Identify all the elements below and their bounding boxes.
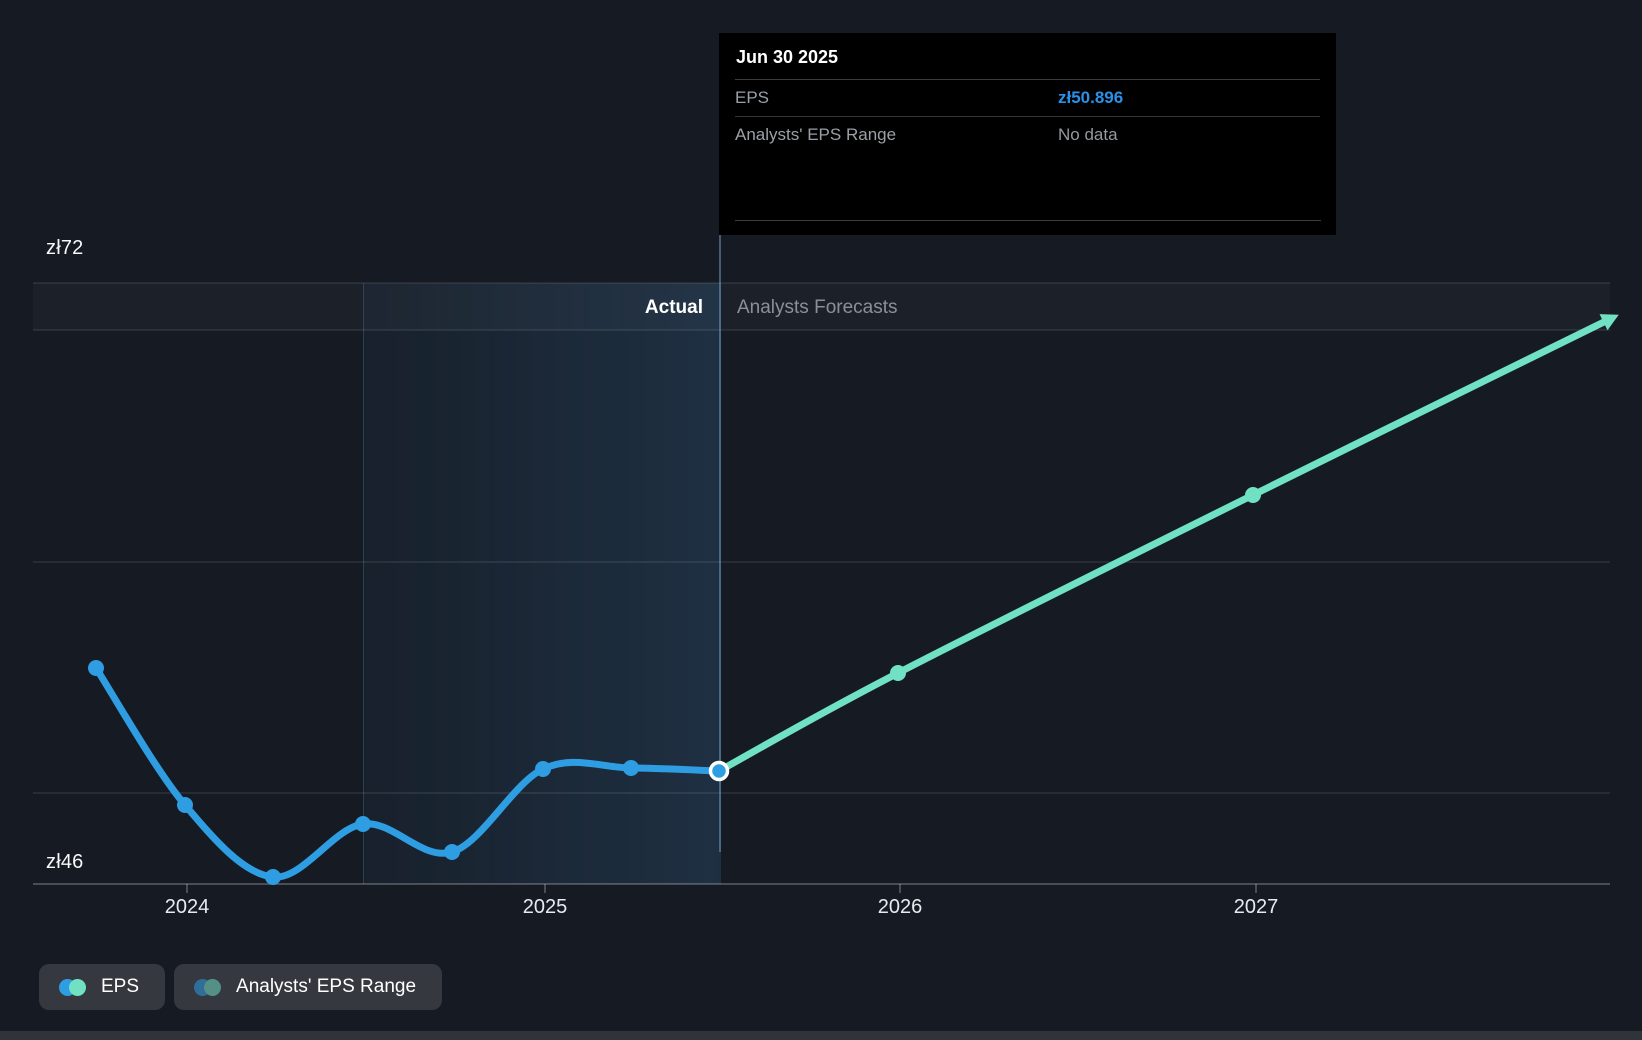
actual-phase-label: Actual xyxy=(644,297,703,318)
legend-eps-label: EPS xyxy=(101,976,140,997)
eps-point[interactable] xyxy=(265,869,281,885)
eps-point[interactable] xyxy=(88,660,104,676)
tooltip-eps-label: EPS xyxy=(735,88,770,107)
legend: EPS Analysts' EPS Range xyxy=(39,964,443,1010)
eps-point[interactable] xyxy=(444,844,460,860)
eps-point[interactable] xyxy=(355,816,371,832)
tooltip-footer-divider xyxy=(735,220,1321,221)
y-axis-label-top: zł72 xyxy=(46,237,84,259)
eps-point[interactable] xyxy=(535,761,551,777)
bottom-scrollbar[interactable] xyxy=(0,1031,1642,1040)
x-axis-label-2027: 2027 xyxy=(1233,896,1279,918)
forecast-phase-label: Analysts Forecasts xyxy=(737,297,898,318)
eps-point[interactable] xyxy=(177,797,193,813)
tooltip-eps-row: EPS zł50.896 xyxy=(735,80,1320,117)
legend-item-eps[interactable]: EPS xyxy=(39,964,166,1010)
tooltip-range-value: No data xyxy=(1058,125,1118,144)
range-teal-dot-icon xyxy=(204,978,222,996)
forecast-line xyxy=(715,316,1612,775)
eps-point[interactable] xyxy=(623,760,639,776)
x-axis-label-2024: 2024 xyxy=(164,896,210,918)
actual-highlight-band xyxy=(363,283,721,884)
tooltip-eps-value: zł50.896 xyxy=(1058,88,1124,107)
forecast-arrowhead-icon xyxy=(1599,314,1619,331)
legend-range-label: Analysts' EPS Range xyxy=(236,976,417,997)
tooltip: Jun 30 2025 EPS zł50.896 Analysts' EPS R… xyxy=(719,33,1336,235)
legend-item-analysts-eps-range[interactable]: Analysts' EPS Range xyxy=(174,964,443,1010)
forecast-point[interactable] xyxy=(1245,487,1261,503)
eps-teal-dot-icon xyxy=(69,978,86,996)
x-axis-label-2026: 2026 xyxy=(877,896,923,918)
forecast-point[interactable] xyxy=(890,665,906,681)
highlighted-eps-point[interactable] xyxy=(708,760,730,782)
tooltip-date: Jun 30 2025 xyxy=(735,33,1320,80)
y-axis-label-bottom: zł46 xyxy=(46,851,84,873)
x-axis-label-2025: 2025 xyxy=(522,896,568,918)
tooltip-range-row: Analysts' EPS Range No data xyxy=(735,117,1320,153)
tooltip-range-label: Analysts' EPS Range xyxy=(735,125,897,144)
